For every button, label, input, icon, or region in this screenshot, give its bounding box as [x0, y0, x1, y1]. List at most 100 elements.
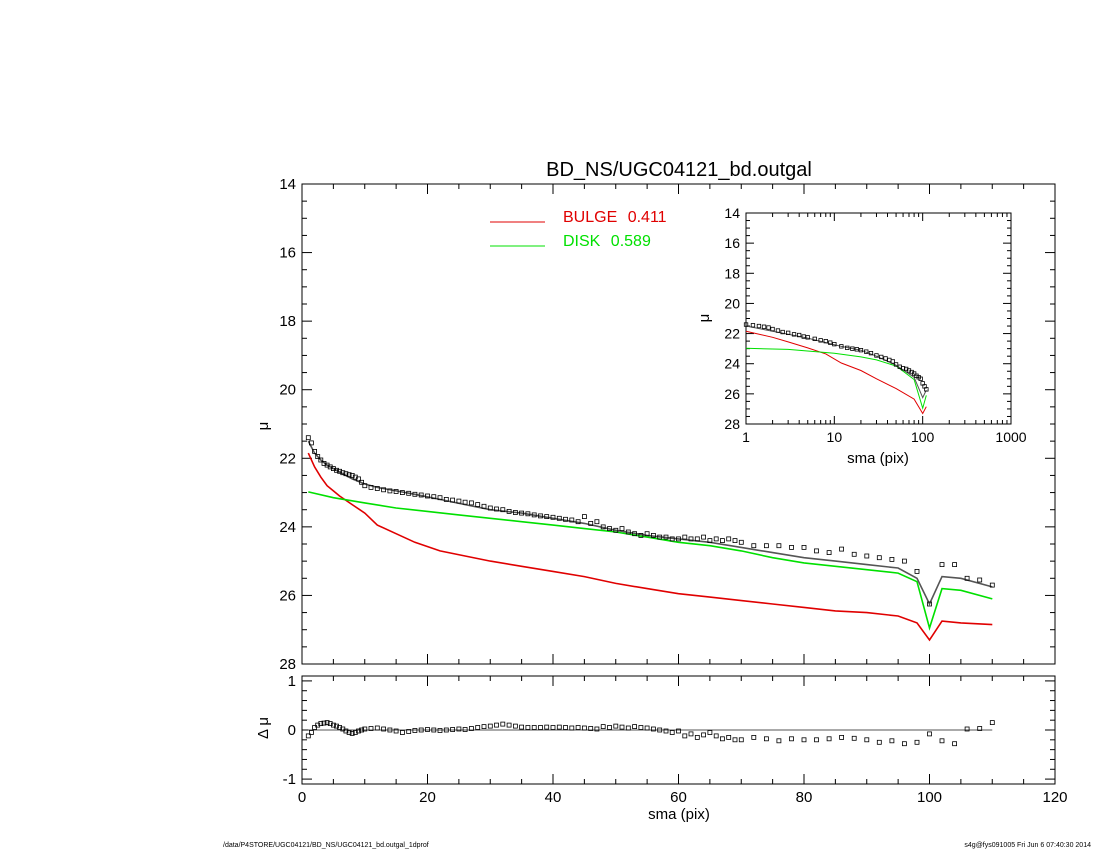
- y-tick-label: 16: [279, 245, 296, 262]
- x-tick-label: 100: [917, 789, 942, 806]
- main-data-point: [613, 527, 619, 533]
- residual-data-point: [625, 725, 631, 731]
- main-data-point: [638, 533, 644, 538]
- y-tick-label: 26: [279, 587, 296, 604]
- main-data-point: [701, 534, 706, 540]
- residual-data-point: [412, 728, 418, 733]
- residual-data-point: [425, 727, 430, 732]
- main-data-point: [732, 538, 738, 543]
- y-tick-label: 24: [279, 519, 296, 536]
- main-data-point: [575, 519, 581, 525]
- footer-file-path: /data/P4STORE/UGC04121/BD_NS/UGC04121_bd…: [223, 842, 429, 849]
- main-data-point: [468, 500, 474, 506]
- residual-data-point: [851, 735, 857, 741]
- inset-x-axis-title: sma (pix): [847, 450, 909, 467]
- y-tick-label: 18: [724, 265, 740, 281]
- main-data-point: [707, 538, 713, 543]
- residual-data-point: [381, 726, 387, 732]
- residual-data-point: [613, 723, 619, 729]
- legend: BULGE 0.411 DISK 0.589: [490, 209, 667, 250]
- y-tick-label: 0: [288, 722, 296, 739]
- main-data-point: [569, 517, 575, 523]
- main-data-point: [625, 529, 631, 535]
- main-data-point: [462, 499, 468, 505]
- residual-data-point: [939, 738, 945, 744]
- residual-data-point: [738, 737, 744, 743]
- residual-data-point: [688, 731, 694, 737]
- residual-data-point: [619, 724, 625, 730]
- main-data-point: [312, 448, 318, 454]
- main-data-point: [989, 582, 995, 588]
- residual-data-point: [726, 735, 732, 740]
- main-data-point: [582, 514, 587, 519]
- main-data-point: [889, 557, 895, 562]
- y-tick-label: 16: [724, 235, 740, 251]
- main-data-point: [393, 489, 399, 494]
- inset-data-point: [743, 322, 749, 327]
- residual-data-point: [701, 732, 706, 738]
- main-data-point: [356, 476, 361, 482]
- main-data-point: [789, 545, 794, 550]
- residual-data-point: [487, 723, 493, 729]
- residual-data-point: [450, 727, 456, 732]
- main-data-point: [368, 484, 374, 490]
- residual-data-point: [638, 725, 644, 730]
- residual-data-point: [952, 741, 957, 747]
- residual-data-point: [475, 725, 481, 730]
- main-data-point: [443, 496, 449, 502]
- inset-data-point: [805, 335, 810, 340]
- main-data-point: [914, 569, 920, 574]
- residual-data-point: [462, 727, 468, 732]
- x-tick-label: 1000: [995, 429, 1026, 445]
- inset-data-point: [864, 349, 869, 354]
- main-data-point: [738, 539, 744, 545]
- main-data-point: [876, 555, 882, 561]
- residual-data-point: [519, 724, 524, 730]
- main-data-point: [337, 468, 343, 474]
- main-data-point: [814, 548, 819, 554]
- residual-data-point: [600, 724, 606, 729]
- residual-data-point: [732, 737, 738, 743]
- residual-data-point: [321, 720, 327, 726]
- main-data-point: [506, 508, 512, 514]
- residual-data-point: [876, 739, 882, 745]
- main-data-point: [600, 524, 606, 530]
- residual-data-point: [651, 726, 656, 732]
- residual-data-point: [556, 724, 562, 730]
- residual-data-point: [914, 739, 920, 745]
- main-data-point: [939, 562, 945, 567]
- inset-data-point: [801, 334, 806, 339]
- main-data-point: [927, 601, 932, 607]
- inset-data-point: [812, 336, 817, 342]
- residual-data-point: [839, 735, 844, 740]
- residual-data-point: [468, 726, 474, 731]
- x-tick-label: 0: [298, 789, 306, 806]
- main-data-point: [315, 454, 321, 460]
- main-data-point: [726, 536, 732, 542]
- x-tick-label: 1: [742, 429, 750, 445]
- main-data-point: [538, 513, 543, 519]
- main-data-point: [334, 467, 339, 473]
- main-data-point: [713, 536, 719, 542]
- inset-data-point: [918, 376, 923, 381]
- inset-data-point: [893, 362, 899, 367]
- residual-data-point: [312, 725, 318, 730]
- residual-data-point: [764, 736, 769, 742]
- inset-plot-frame: [745, 212, 1012, 425]
- inset-data-point: [756, 323, 762, 329]
- inset-data-point: [770, 326, 775, 332]
- residual-data-point: [374, 725, 380, 731]
- residual-data-point: [563, 725, 568, 730]
- residual-data-point: [632, 724, 637, 729]
- inset-series-group: [743, 322, 929, 415]
- residual-data-point: [437, 728, 443, 733]
- main-data-point: [682, 534, 688, 540]
- residual-data-point: [575, 725, 581, 730]
- residual-data-point: [550, 725, 556, 730]
- residual-data-point: [456, 726, 462, 732]
- residual-series-group: [305, 720, 995, 747]
- main-data-point: [425, 493, 430, 499]
- residual-data-point: [330, 722, 336, 728]
- main-data-point: [964, 575, 970, 581]
